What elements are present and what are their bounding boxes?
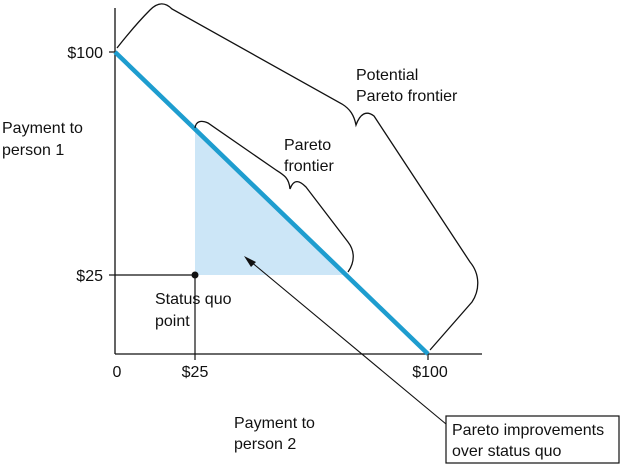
- y-axis-label-line-1: Payment to: [2, 120, 83, 137]
- y-axis-label: Payment to person 1: [2, 120, 87, 159]
- pareto-frontier-label-line-1: Pareto: [284, 137, 331, 154]
- potential-pareto-frontier-label-line-1: Potential: [356, 67, 418, 84]
- pareto-improvements-box: [445, 415, 620, 464]
- potential-pareto-frontier-label: Potential Pareto frontier: [356, 67, 458, 105]
- y-axis-label-line-2: person 1: [2, 142, 64, 159]
- pareto-frontier-brace: [194, 120, 354, 273]
- potential-pareto-frontier-brace: [116, 3, 479, 351]
- potential-pareto-frontier-label-line-2: Pareto frontier: [356, 88, 458, 105]
- x-axis-label: Payment to person 2: [234, 415, 319, 453]
- x-axis-label-line-2: person 2: [234, 436, 296, 453]
- status-quo-point: [191, 271, 199, 279]
- pareto-improvements-label-line-2: over status quo: [452, 443, 562, 460]
- pareto-improvements-arrow-line: [249, 260, 447, 425]
- pareto-improvements-arrowhead-icon: [244, 256, 256, 267]
- status-quo-label: Status quo point: [155, 291, 236, 330]
- y-tick-label-100: $100: [67, 45, 103, 62]
- x-tick-label-0: 0: [113, 364, 122, 381]
- x-tick-label-100: $100: [412, 364, 448, 381]
- status-quo-label-line-2: point: [155, 313, 190, 330]
- status-quo-label-line-1: Status quo: [155, 291, 232, 308]
- x-tick-label-25: $25: [182, 364, 209, 381]
- x-axis-label-line-1: Payment to: [234, 415, 315, 432]
- pareto-frontier-label-line-2: frontier: [284, 158, 334, 175]
- pareto-improvements-label-line-1: Pareto improvements: [452, 422, 604, 439]
- pareto-frontier-label: Pareto frontier: [284, 137, 336, 175]
- potential-pareto-frontier-line: [113, 50, 430, 356]
- y-tick-label-25: $25: [76, 268, 103, 285]
- pareto-improvements-label: Pareto improvements over status quo: [452, 422, 609, 460]
